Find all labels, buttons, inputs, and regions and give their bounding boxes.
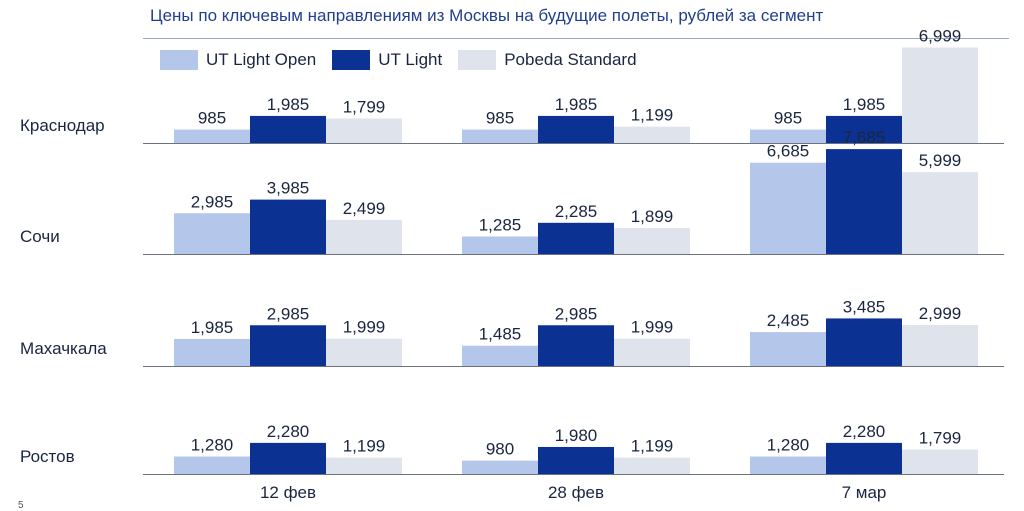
data-label: 6,685	[767, 142, 810, 161]
bar	[826, 442, 902, 474]
bar	[462, 345, 538, 366]
bar	[326, 457, 402, 474]
bar	[750, 162, 826, 254]
bar	[538, 222, 614, 254]
bar	[462, 129, 538, 143]
bar	[326, 338, 402, 366]
data-label: 1,280	[191, 436, 234, 455]
legend-item-pobeda-standard: Pobeda Standard	[458, 50, 637, 70]
bar	[614, 228, 690, 254]
data-label: 1,199	[343, 437, 386, 456]
bar	[538, 115, 614, 143]
bar	[750, 456, 826, 474]
data-label: 2,280	[843, 422, 886, 441]
data-label: 3,985	[267, 179, 310, 198]
column-label: 7 мар	[842, 483, 887, 502]
data-label: 1,985	[843, 95, 886, 114]
bar	[250, 325, 326, 366]
bar	[462, 236, 538, 254]
bar	[902, 47, 978, 143]
bar	[826, 149, 902, 254]
data-label: 2,499	[343, 199, 386, 218]
row-label: Сочи	[20, 227, 60, 246]
bar	[614, 338, 690, 366]
legend-swatch-ut-light	[332, 50, 371, 70]
legend-item-ut-light: UT Light	[332, 50, 442, 70]
data-label: 7,685	[843, 128, 886, 147]
row-label: Краснодар	[20, 116, 105, 135]
data-label: 1,285	[479, 215, 522, 234]
data-label: 985	[774, 109, 802, 128]
data-label: 1,799	[919, 428, 962, 447]
bar	[250, 199, 326, 254]
bar	[174, 129, 250, 143]
legend-swatch-pobeda-standard	[458, 50, 497, 70]
bar	[250, 442, 326, 474]
data-label: 2,285	[555, 202, 598, 221]
legend-label-ut-light: UT Light	[378, 50, 443, 69]
bar	[174, 456, 250, 474]
bar	[538, 325, 614, 366]
bar	[462, 460, 538, 474]
bar	[826, 115, 902, 143]
bar	[614, 457, 690, 474]
bar	[614, 126, 690, 143]
data-label: 2,280	[267, 422, 310, 441]
data-label: 5,999	[919, 151, 962, 170]
legend-swatch-ut-light-open	[160, 50, 198, 70]
data-label: 1,485	[479, 325, 522, 344]
data-label: 985	[486, 109, 514, 128]
data-label: 1,899	[631, 207, 674, 226]
title-divider	[143, 38, 1009, 39]
data-label: 1,199	[631, 106, 674, 125]
column-label: 12 фев	[260, 483, 316, 502]
data-label: 1,799	[343, 97, 386, 116]
legend: UT Light Open UT Light Pobeda Standard	[160, 50, 645, 70]
row-label: Ростов	[20, 447, 75, 466]
data-label: 1,199	[631, 437, 674, 456]
data-label: 1,985	[267, 95, 310, 114]
bar	[538, 446, 614, 474]
legend-label-pobeda-standard: Pobeda Standard	[504, 50, 637, 69]
data-label: 2,485	[767, 311, 810, 330]
data-label: 6,999	[919, 26, 962, 45]
data-label: 3,485	[843, 297, 886, 316]
data-label: 1,999	[343, 318, 386, 337]
chart-title: Цены по ключевым направлениям из Москвы …	[150, 6, 824, 25]
bar	[750, 129, 826, 143]
bar	[326, 219, 402, 254]
legend-item-ut-light-open: UT Light Open	[160, 50, 316, 70]
row-label: Махачкала	[20, 339, 107, 358]
data-label: 1,999	[631, 318, 674, 337]
data-label: 2,985	[191, 192, 234, 211]
bar	[902, 449, 978, 474]
bar	[902, 325, 978, 366]
data-label: 2,985	[555, 304, 598, 323]
data-label: 2,999	[919, 304, 962, 323]
data-label: 980	[486, 440, 514, 459]
data-label: 985	[198, 109, 226, 128]
data-label: 1,280	[767, 436, 810, 455]
bar	[826, 318, 902, 366]
legend-label-ut-light-open: UT Light Open	[206, 50, 317, 69]
bar	[750, 332, 826, 366]
bar	[326, 118, 402, 143]
data-label: 1,980	[555, 426, 598, 445]
bar	[174, 338, 250, 366]
data-label: 1,985	[555, 95, 598, 114]
data-label: 2,985	[267, 304, 310, 323]
bar	[250, 115, 326, 143]
column-label: 28 фев	[548, 483, 604, 502]
page-number: 5	[18, 500, 24, 511]
bar	[174, 213, 250, 254]
data-label: 1,985	[191, 318, 234, 337]
bar	[902, 172, 978, 254]
